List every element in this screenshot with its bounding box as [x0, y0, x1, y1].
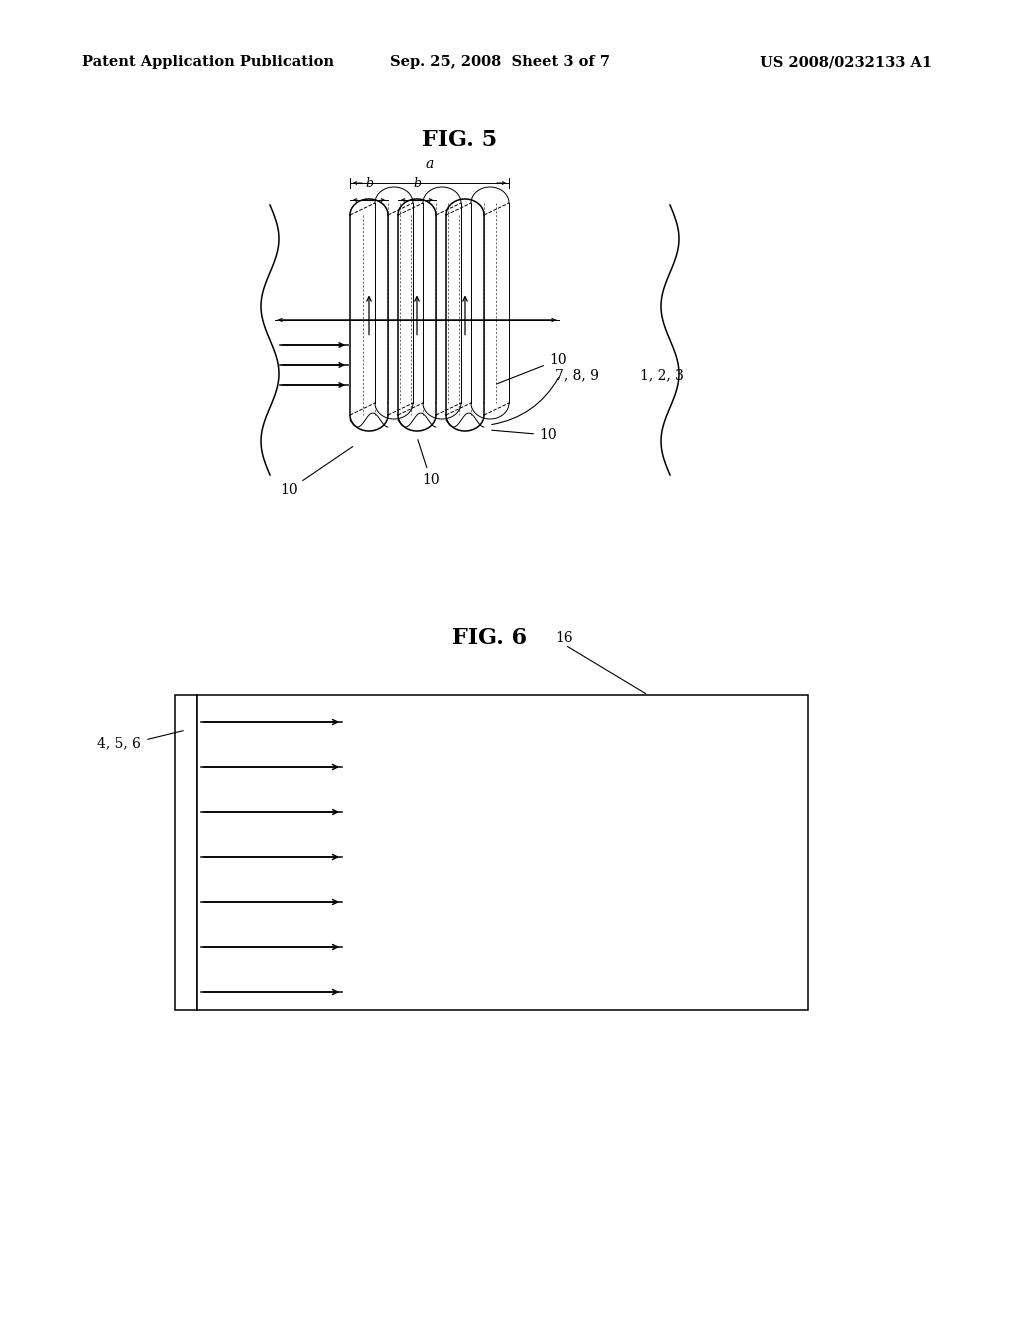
Text: b: b	[413, 177, 421, 190]
Text: Patent Application Publication: Patent Application Publication	[82, 55, 334, 69]
Text: Sep. 25, 2008  Sheet 3 of 7: Sep. 25, 2008 Sheet 3 of 7	[390, 55, 610, 69]
Text: a: a	[425, 157, 433, 172]
Text: 7, 8, 9: 7, 8, 9	[555, 368, 599, 381]
Text: FIG. 5: FIG. 5	[423, 129, 498, 150]
Text: 10: 10	[492, 428, 557, 442]
Text: 4, 5, 6: 4, 5, 6	[97, 737, 141, 750]
Text: 10: 10	[497, 352, 566, 384]
Text: 16: 16	[555, 631, 572, 645]
Text: US 2008/0232133 A1: US 2008/0232133 A1	[760, 55, 932, 69]
Text: FIG. 6: FIG. 6	[453, 627, 527, 649]
Text: b: b	[365, 177, 373, 190]
Text: 1, 2, 3: 1, 2, 3	[640, 368, 684, 381]
Bar	[197, 696, 808, 1010]
Text: 10: 10	[280, 446, 352, 498]
Text: 10: 10	[418, 440, 439, 487]
Bar	[175, 696, 197, 1010]
